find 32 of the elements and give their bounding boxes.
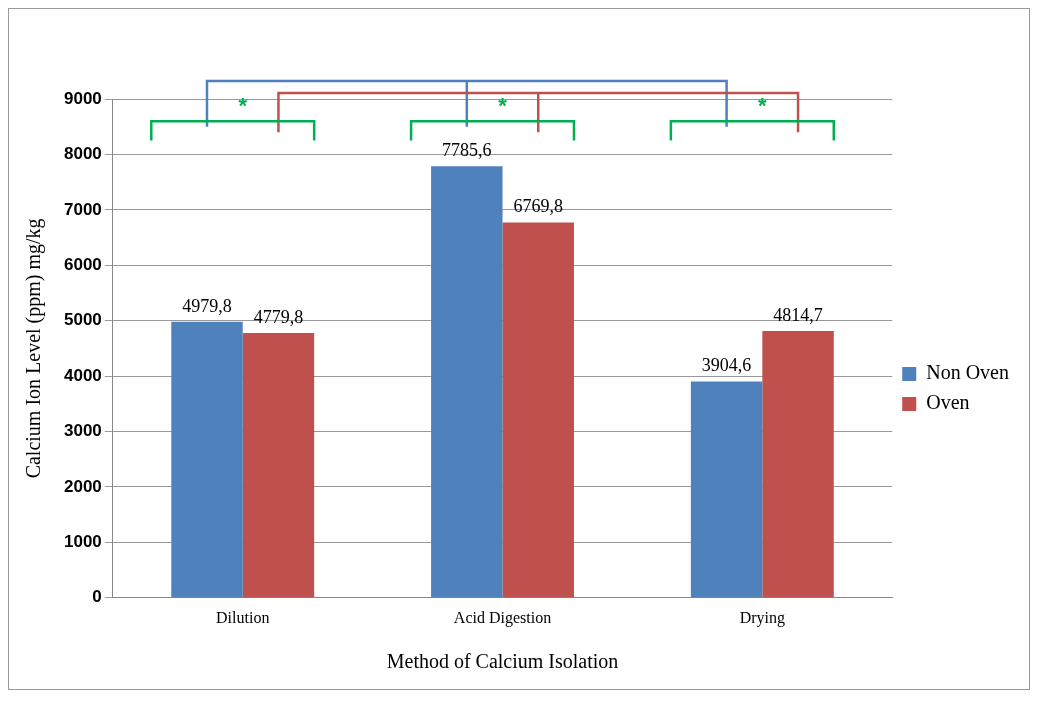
y-tick-label: 5000 <box>63 310 102 330</box>
bar <box>242 332 315 598</box>
x-tick-label: Acid Digestion <box>453 608 552 627</box>
data-label: 4779,8 <box>253 306 304 327</box>
data-label: 4979,8 <box>182 295 232 316</box>
y-tick-label: 9000 <box>63 88 102 108</box>
y-tick-label: 4000 <box>63 365 102 385</box>
y-tick-label: 1000 <box>63 532 102 552</box>
annotation: * <box>498 93 508 119</box>
y-tick-label: 7000 <box>63 199 102 219</box>
bar <box>690 381 763 598</box>
legend-label: Oven <box>926 391 970 414</box>
x-tick-label: Drying <box>739 608 785 627</box>
bar <box>171 321 243 598</box>
y-tick-label: 6000 <box>63 254 102 274</box>
bar <box>502 222 574 598</box>
bar <box>762 330 834 598</box>
y-tick-label: 2000 <box>63 476 102 496</box>
bar <box>431 166 503 598</box>
annotation: * <box>758 93 768 119</box>
legend-label: Non Oven <box>926 361 1009 384</box>
y-tick-label: 0 <box>92 587 102 607</box>
data-label: 4814,7 <box>773 304 823 325</box>
y-tick-label: 3000 <box>63 421 102 441</box>
annotation: * <box>238 93 248 119</box>
y-tick-label: 8000 <box>63 144 102 164</box>
data-label: 6769,8 <box>513 196 563 217</box>
data-label: 7785,6 <box>442 140 492 161</box>
y-axis-title: Calcium Ion Level (ppm) mg/kg <box>22 218 46 479</box>
x-tick-label: Dilution <box>216 608 270 626</box>
data-label: 3904,6 <box>701 355 752 376</box>
x-axis-title: Method of Calcium Isolation <box>386 650 619 673</box>
